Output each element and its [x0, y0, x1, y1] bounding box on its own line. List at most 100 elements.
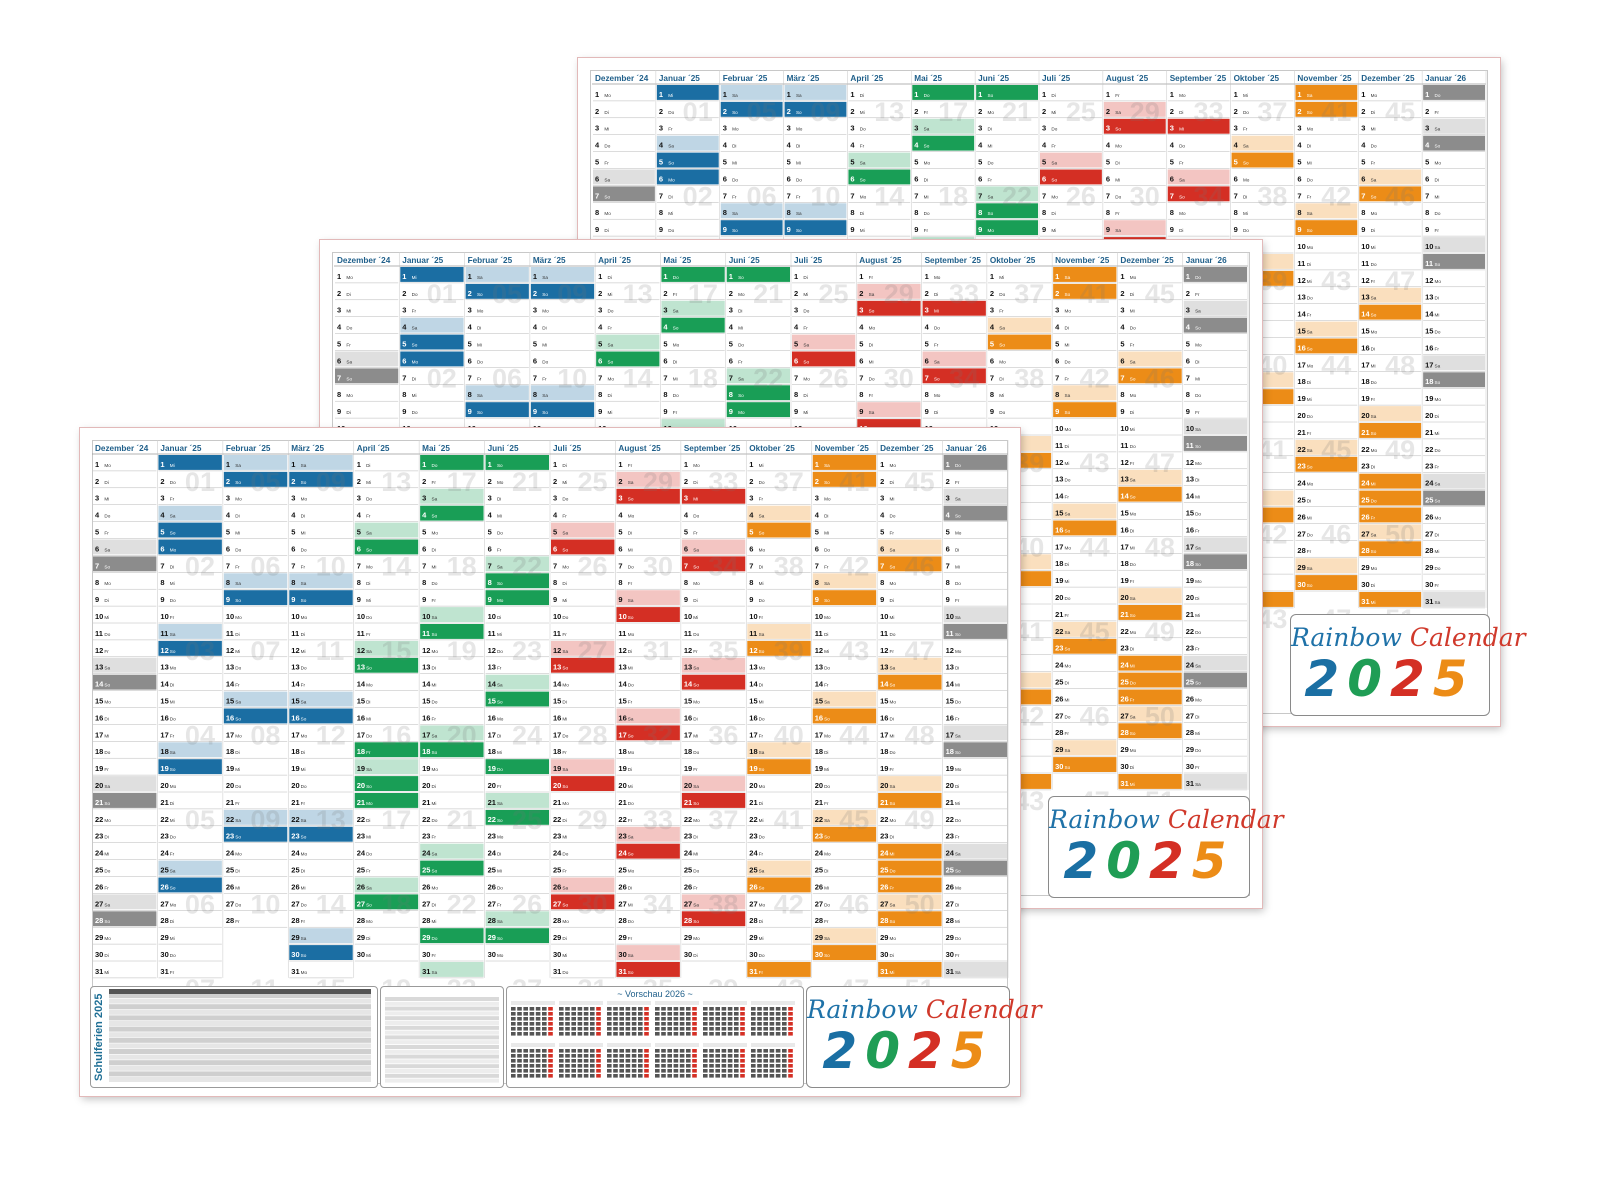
day-number: 3 [1106, 124, 1110, 133]
day-weekday: Di [955, 784, 959, 789]
day-number: 9 [663, 407, 667, 416]
mini-day [686, 1059, 691, 1063]
day-number: 13 [1361, 293, 1369, 302]
day-weekday: Fr [346, 343, 351, 348]
day-weekday: Sa [673, 309, 679, 314]
day-number: 14 [684, 680, 693, 689]
day-weekday: Fr [301, 564, 306, 569]
day-number: 4 [357, 511, 362, 520]
day-number: 13 [291, 663, 299, 672]
day-number: 23 [1120, 644, 1128, 653]
day-weekday: Do [955, 936, 961, 941]
mini-day [596, 1074, 601, 1078]
day-weekday: Sa [104, 547, 110, 552]
day-number: 4 [723, 141, 728, 150]
month-header: Mai ´25 [914, 74, 942, 83]
day-weekday: Di [562, 581, 566, 586]
mini-day [607, 1022, 612, 1026]
day-weekday: Do [1243, 228, 1249, 233]
day-number: 4 [402, 323, 407, 332]
day-weekday: Sa [235, 818, 241, 823]
mini-day [548, 1054, 553, 1058]
day-number: 24 [618, 849, 627, 858]
day-weekday: Fr [955, 953, 960, 958]
day-weekday: Sa [890, 902, 896, 907]
mini-day [769, 1049, 775, 1053]
day-weekday: Sa [732, 93, 738, 98]
day-highlight [1359, 592, 1422, 607]
mini-day [692, 1064, 697, 1068]
day-number: 14 [815, 680, 824, 689]
day-weekday: Sa [1130, 714, 1136, 719]
month-header: Oktober ´25 [990, 256, 1036, 265]
day-weekday: So [1371, 431, 1377, 436]
mini-day [625, 1027, 631, 1031]
day-number: 6 [723, 174, 727, 183]
logo-digit: 5 [1191, 832, 1235, 890]
day-number: 17 [226, 730, 234, 739]
day-weekday: Do [235, 666, 241, 671]
day-weekday: Fr [693, 767, 698, 772]
day-weekday: Do [668, 228, 674, 233]
day-weekday: Mo [1195, 461, 1202, 466]
day-highlight [93, 556, 157, 572]
mini-day [565, 1007, 570, 1011]
day-highlight [1295, 321, 1358, 337]
day-weekday: Sa [1435, 127, 1441, 132]
day-number: 7 [1120, 373, 1124, 382]
feiertage-table [380, 986, 504, 1088]
day-weekday: Mi [869, 359, 874, 364]
day-number: 22 [1361, 445, 1369, 454]
day-weekday: Mi [604, 127, 609, 132]
day-number: 9 [1170, 225, 1174, 234]
day-number: 11 [553, 629, 561, 638]
day-number: 24 [160, 849, 169, 858]
day-weekday: Fr [1130, 697, 1135, 702]
day-weekday: Fr [693, 531, 698, 536]
mini-day [782, 1027, 787, 1031]
day-weekday: Mo [170, 666, 177, 671]
day-number: 12 [1186, 458, 1194, 467]
logo-digit: 5 [950, 1022, 994, 1080]
day-highlight [943, 505, 1007, 521]
mini-day [619, 1007, 624, 1011]
week-watermark: 33 [1194, 97, 1224, 127]
day-number: 16 [95, 713, 103, 722]
day-weekday: Di [235, 750, 239, 755]
day-weekday: Di [890, 480, 894, 485]
week-watermark: 17 [381, 805, 411, 835]
day-highlight [593, 186, 655, 202]
day-weekday: Di [1130, 647, 1134, 652]
day-weekday: Fr [104, 885, 109, 890]
day-weekday: So [1371, 549, 1377, 554]
day-number: 27 [1055, 711, 1063, 720]
mini-day [565, 1032, 570, 1036]
day-number: 20 [95, 781, 103, 790]
day-weekday: Sa [1307, 330, 1313, 335]
week-watermark: 13 [316, 805, 346, 835]
day-number: 27 [291, 899, 299, 908]
mini-day [692, 1007, 697, 1011]
day-weekday: Di [170, 919, 174, 924]
day-number: 15 [1055, 509, 1063, 518]
day-number: 9 [468, 407, 472, 416]
day-number: 22 [226, 815, 234, 824]
day-weekday: Fr [608, 326, 613, 331]
day-weekday: Mo [668, 177, 675, 182]
day-weekday: Do [860, 127, 866, 132]
mini-day [692, 1074, 697, 1078]
day-weekday: Di [104, 598, 108, 603]
feiertag-row [385, 1064, 499, 1069]
mini-day [619, 1022, 624, 1026]
day-weekday: Mo [366, 564, 373, 569]
day-weekday: Do [1195, 393, 1201, 398]
day-number: 18 [357, 747, 365, 756]
day-weekday: Di [1195, 714, 1199, 719]
day-number: 31 [880, 967, 888, 976]
day-number: 8 [1297, 208, 1301, 217]
day-weekday: Sa [542, 275, 548, 280]
day-number: 16 [1297, 343, 1305, 352]
ferien-header-row [109, 989, 371, 994]
mini-day [565, 1069, 570, 1073]
day-weekday: Mi [1051, 228, 1056, 233]
